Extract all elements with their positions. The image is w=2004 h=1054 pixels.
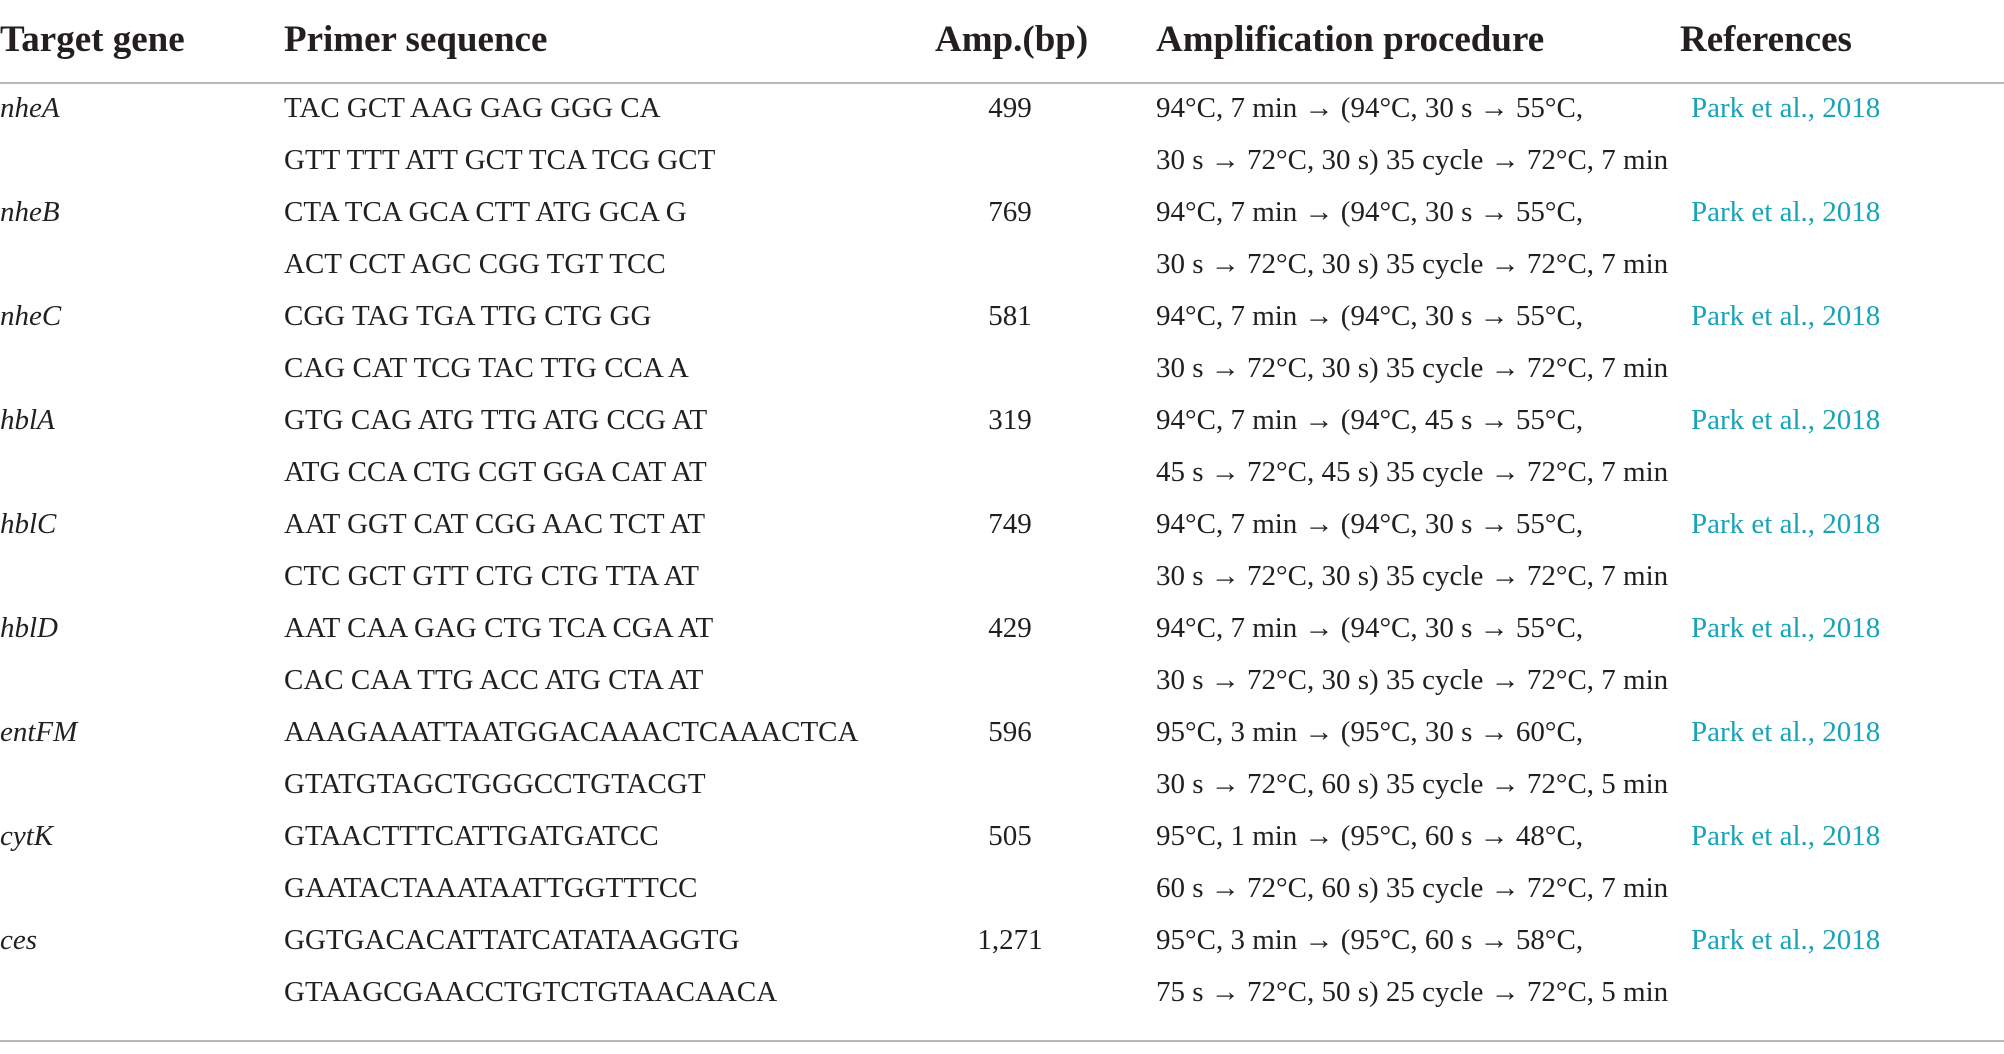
gene-name: cytK xyxy=(0,820,54,852)
gene-name: hblC xyxy=(0,508,57,540)
gene-name: hblA xyxy=(0,404,55,436)
gene-name: entFM xyxy=(0,716,78,748)
amplicon-size: 1,271 xyxy=(977,924,1043,956)
procedure-line-1: 94°C, 7 min → (94°C, 30 s → 55°C, xyxy=(1156,196,1584,228)
gene-name: nheC xyxy=(0,300,62,332)
procedure-line-2: 30 s → 72°C, 30 s) 35 cycle → 72°C, 7 mi… xyxy=(1156,664,1669,696)
primer-forward: GTAACTTTCATTGATGATCC xyxy=(284,820,659,852)
reference-link[interactable]: Park et al., 2018 xyxy=(1691,716,1881,748)
primer-reverse: CAG CAT TCG TAC TTG CCA A xyxy=(284,352,689,384)
procedure-line-2: 30 s → 72°C, 30 s) 35 cycle → 72°C, 7 mi… xyxy=(1156,248,1669,280)
primer-forward: CGG TAG TGA TTG CTG GG xyxy=(284,300,652,332)
amplicon-size: 505 xyxy=(988,820,1032,852)
primer-forward: GGTGACACATTATCATATAAGGTG xyxy=(284,924,740,956)
procedure-line-2: 30 s → 72°C, 30 s) 35 cycle → 72°C, 7 mi… xyxy=(1156,352,1669,384)
reference-link[interactable]: Park et al., 2018 xyxy=(1691,300,1881,332)
primer-reverse: ATG CCA CTG CGT GGA CAT AT xyxy=(284,456,707,488)
procedure-line-2: 30 s → 72°C, 30 s) 35 cycle → 72°C, 7 mi… xyxy=(1156,560,1669,592)
procedure-line-1: 94°C, 7 min → (94°C, 30 s → 55°C, xyxy=(1156,300,1584,332)
reference-link[interactable]: Park et al., 2018 xyxy=(1691,92,1881,124)
reference-link[interactable]: Park et al., 2018 xyxy=(1691,508,1881,540)
table-row: ces GGTGACACATTATCATATAAGGTG GTAAGCGAACC… xyxy=(0,916,2004,1020)
primer-reverse: GAATACTAAATAATTGGTTTCC xyxy=(284,872,698,904)
table-row: hblD AAT CAA GAG CTG TCA CGA AT CAC CAA … xyxy=(0,604,2004,708)
header-primer-sequence: Primer sequence xyxy=(284,19,548,60)
primer-forward: AAT CAA GAG CTG TCA CGA AT xyxy=(284,612,714,644)
amplicon-size: 596 xyxy=(988,716,1032,748)
table-row: nheC CGG TAG TGA TTG CTG GG CAG CAT TCG … xyxy=(0,292,2004,396)
gene-name: nheB xyxy=(0,196,60,228)
procedure-line-1: 94°C, 7 min → (94°C, 45 s → 55°C, xyxy=(1156,404,1584,436)
table-row: hblA GTG CAG ATG TTG ATG CCG AT ATG CCA … xyxy=(0,396,2004,500)
primer-reverse: GTAAGCGAACCTGTCTGTAACAACA xyxy=(284,976,778,1008)
primer-forward: AAAGAAATTAATGGACAAACTCAAACTCA xyxy=(284,716,859,748)
gene-name: hblD xyxy=(0,612,58,644)
table-body: nheA TAC GCT AAG GAG GGG CA GTT TTT ATT … xyxy=(0,84,2004,1020)
primer-forward: GTG CAG ATG TTG ATG CCG AT xyxy=(284,404,708,436)
amplicon-size: 769 xyxy=(988,196,1032,228)
primer-reverse: GTT TTT ATT GCT TCA TCG GCT xyxy=(284,144,716,176)
primer-reverse: GTATGTAGCTGGGCCTGTACGT xyxy=(284,768,706,800)
procedure-line-2: 45 s → 72°C, 45 s) 35 cycle → 72°C, 7 mi… xyxy=(1156,456,1669,488)
amplicon-size: 319 xyxy=(988,404,1032,436)
table-row: nheB CTA TCA GCA CTT ATG GCA G ACT CCT A… xyxy=(0,188,2004,292)
table-header: Target gene Primer sequence Amp.(bp) Amp… xyxy=(0,0,2004,84)
reference-link[interactable]: Park et al., 2018 xyxy=(1691,404,1881,436)
amplicon-size: 749 xyxy=(988,508,1032,540)
table-row: hblC AAT GGT CAT CGG AAC TCT AT CTC GCT … xyxy=(0,500,2004,604)
primer-reverse: CTC GCT GTT CTG CTG TTA AT xyxy=(284,560,699,592)
procedure-line-2: 30 s → 72°C, 60 s) 35 cycle → 72°C, 5 mi… xyxy=(1156,768,1669,800)
header-amp-bp: Amp.(bp) xyxy=(935,19,1089,60)
procedure-line-1: 95°C, 3 min → (95°C, 60 s → 58°C, xyxy=(1156,924,1584,956)
primer-forward: CTA TCA GCA CTT ATG GCA G xyxy=(284,196,687,228)
gene-name: ces xyxy=(0,924,38,956)
gene-name: nheA xyxy=(0,92,60,124)
procedure-line-2: 60 s → 72°C, 60 s) 35 cycle → 72°C, 7 mi… xyxy=(1156,872,1669,904)
procedure-line-1: 95°C, 3 min → (95°C, 30 s → 60°C, xyxy=(1156,716,1584,748)
bottom-rule xyxy=(0,1040,2004,1042)
header-references: References xyxy=(1680,19,1852,60)
reference-link[interactable]: Park et al., 2018 xyxy=(1691,612,1881,644)
primer-reverse: CAC CAA TTG ACC ATG CTA AT xyxy=(284,664,704,696)
amplicon-size: 429 xyxy=(988,612,1032,644)
table-row: entFM AAAGAAATTAATGGACAAACTCAAACTCA GTAT… xyxy=(0,708,2004,812)
reference-link[interactable]: Park et al., 2018 xyxy=(1691,924,1881,956)
primer-forward: TAC GCT AAG GAG GGG CA xyxy=(284,92,661,124)
table-row: cytK GTAACTTTCATTGATGATCC GAATACTAAATAAT… xyxy=(0,812,2004,916)
procedure-line-1: 94°C, 7 min → (94°C, 30 s → 55°C, xyxy=(1156,612,1584,644)
amplicon-size: 499 xyxy=(988,92,1032,124)
header-target-gene: Target gene xyxy=(0,19,185,60)
procedure-line-1: 94°C, 7 min → (94°C, 30 s → 55°C, xyxy=(1156,92,1584,124)
primer-reverse: ACT CCT AGC CGG TGT TCC xyxy=(284,248,666,280)
procedure-line-2: 30 s → 72°C, 30 s) 35 cycle → 72°C, 7 mi… xyxy=(1156,144,1669,176)
header-amplification-procedure: Amplification procedure xyxy=(1156,19,1545,60)
procedure-line-1: 94°C, 7 min → (94°C, 30 s → 55°C, xyxy=(1156,508,1584,540)
reference-link[interactable]: Park et al., 2018 xyxy=(1691,196,1881,228)
reference-link[interactable]: Park et al., 2018 xyxy=(1691,820,1881,852)
procedure-line-2: 75 s → 72°C, 50 s) 25 cycle → 72°C, 5 mi… xyxy=(1156,976,1669,1008)
table-row: nheA TAC GCT AAG GAG GGG CA GTT TTT ATT … xyxy=(0,84,2004,188)
procedure-line-1: 95°C, 1 min → (95°C, 60 s → 48°C, xyxy=(1156,820,1584,852)
primer-forward: AAT GGT CAT CGG AAC TCT AT xyxy=(284,508,706,540)
amplicon-size: 581 xyxy=(988,300,1032,332)
